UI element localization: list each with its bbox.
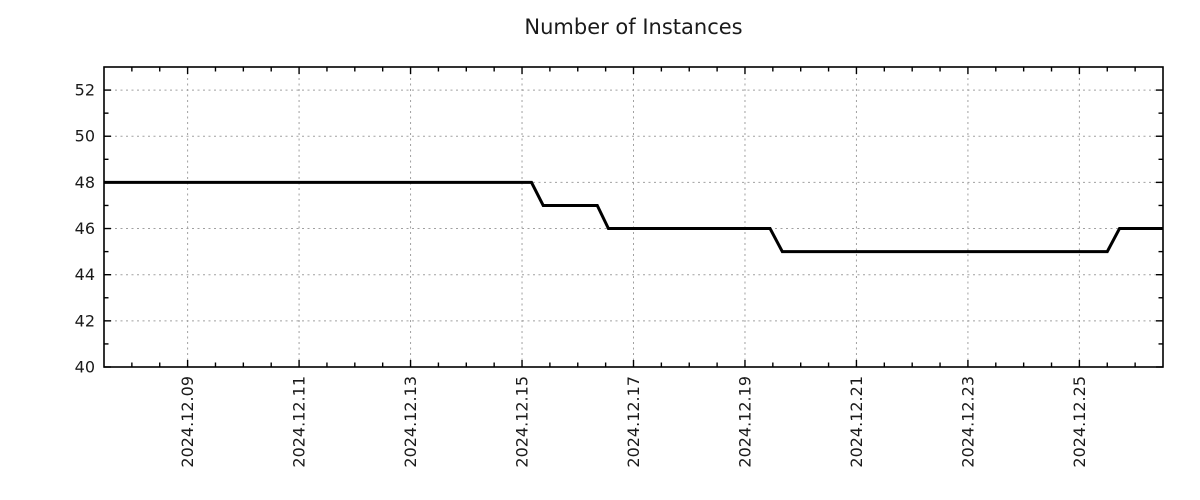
y-axis-tick-label: 42 (75, 311, 95, 330)
data-series-line (104, 180, 1163, 254)
y-axis-tick-label: 48 (75, 173, 95, 192)
x-axis-tick-label: 2024.12.17 (624, 376, 643, 468)
x-axis-tick-label: 2024.12.23 (958, 376, 977, 468)
chart-title: Number of Instances (524, 15, 743, 39)
x-axis-tick-label: 2024.12.11 (290, 376, 309, 468)
y-axis-tick-label: 50 (75, 127, 95, 146)
y-axis-tick-label: 44 (75, 265, 95, 284)
y-axis-tick-label: 52 (75, 81, 95, 100)
x-axis-tick-label: 2024.12.13 (401, 376, 420, 468)
y-axis-tick-label: 40 (75, 357, 95, 376)
x-axis-tick-label: 2024.12.25 (1070, 376, 1089, 468)
y-axis-tick-label: 46 (75, 219, 95, 238)
plot-border (103, 66, 1164, 368)
x-axis-tick-label: 2024.12.15 (512, 376, 531, 468)
x-axis-tick-label: 2024.12.21 (847, 376, 866, 468)
x-axis-tick-label: 2024.12.19 (735, 376, 754, 468)
x-axis-tick-label: 2024.12.09 (178, 376, 197, 468)
